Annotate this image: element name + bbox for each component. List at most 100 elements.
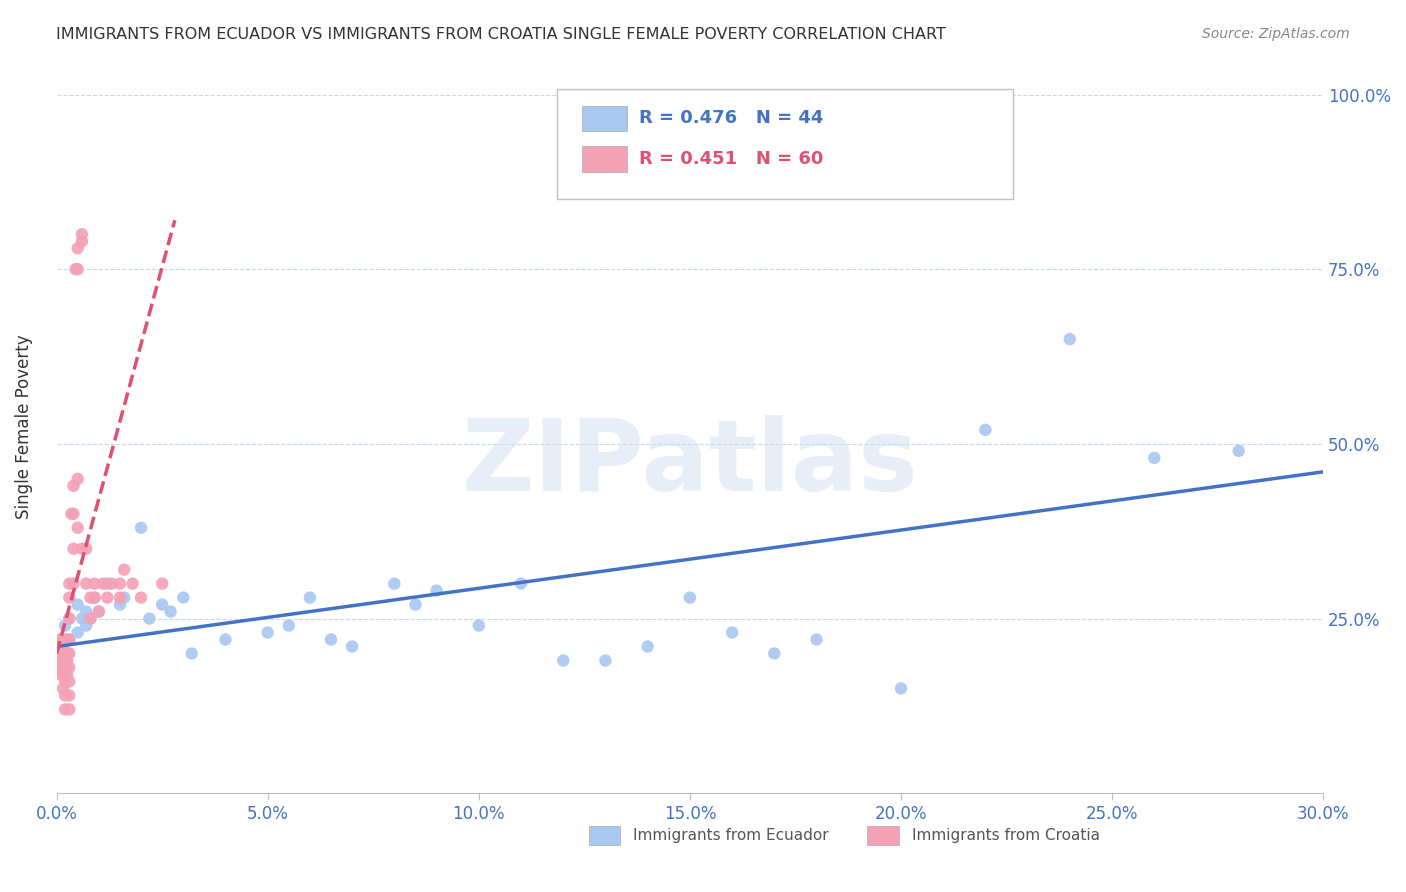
- Point: [58, 591, 80, 605]
- Y-axis label: Single Female Poverty: Single Female Poverty: [15, 334, 32, 519]
- Point: [53, 647, 76, 661]
- Point: [404, 598, 426, 612]
- Point: [806, 632, 828, 647]
- Point: [890, 681, 912, 696]
- Point: [79, 611, 101, 625]
- FancyBboxPatch shape: [582, 106, 627, 131]
- Point: [51, 660, 73, 674]
- FancyBboxPatch shape: [557, 89, 1012, 199]
- Point: [58, 611, 80, 625]
- Point: [53, 660, 76, 674]
- Text: Immigrants from Ecuador: Immigrants from Ecuador: [633, 829, 828, 843]
- Point: [48, 647, 70, 661]
- Text: R = 0.476   N = 44: R = 0.476 N = 44: [640, 110, 824, 128]
- Point: [79, 591, 101, 605]
- Point: [974, 423, 997, 437]
- Point: [58, 632, 80, 647]
- Point: [108, 576, 131, 591]
- Point: [150, 576, 173, 591]
- Point: [58, 611, 80, 625]
- Point: [382, 576, 405, 591]
- Point: [49, 667, 72, 681]
- Point: [70, 541, 93, 556]
- Point: [66, 521, 89, 535]
- Point: [468, 618, 491, 632]
- Text: R = 0.451   N = 60: R = 0.451 N = 60: [640, 150, 824, 168]
- Point: [721, 625, 744, 640]
- Point: [87, 605, 110, 619]
- Point: [58, 689, 80, 703]
- Point: [112, 591, 135, 605]
- Text: IMMIGRANTS FROM ECUADOR VS IMMIGRANTS FROM CROATIA SINGLE FEMALE POVERTY CORRELA: IMMIGRANTS FROM ECUADOR VS IMMIGRANTS FR…: [56, 27, 946, 42]
- Point: [62, 576, 84, 591]
- Point: [66, 598, 89, 612]
- Point: [1059, 332, 1081, 346]
- Point: [56, 667, 79, 681]
- Point: [52, 640, 75, 654]
- Point: [83, 576, 105, 591]
- Point: [65, 262, 87, 277]
- Point: [1227, 443, 1250, 458]
- Point: [49, 653, 72, 667]
- Point: [49, 632, 72, 647]
- Point: [56, 653, 79, 667]
- Point: [129, 521, 152, 535]
- Point: [70, 611, 93, 625]
- Point: [595, 653, 617, 667]
- Point: [96, 576, 118, 591]
- Point: [277, 618, 299, 632]
- FancyBboxPatch shape: [582, 146, 627, 172]
- Point: [100, 576, 122, 591]
- Point: [129, 591, 152, 605]
- Point: [70, 227, 93, 242]
- Point: [58, 632, 80, 647]
- Point: [51, 647, 73, 661]
- Point: [159, 605, 181, 619]
- Point: [510, 576, 533, 591]
- Point: [56, 647, 79, 661]
- Point: [79, 611, 101, 625]
- Point: [319, 632, 342, 647]
- Point: [58, 576, 80, 591]
- Point: [70, 234, 93, 248]
- Point: [83, 591, 105, 605]
- Point: [52, 681, 75, 696]
- Point: [172, 591, 194, 605]
- Point: [256, 625, 278, 640]
- Point: [121, 576, 143, 591]
- Point: [66, 241, 89, 255]
- Point: [340, 640, 363, 654]
- Point: [426, 583, 449, 598]
- Point: [66, 472, 89, 486]
- Point: [138, 611, 160, 625]
- Point: [75, 618, 97, 632]
- Point: [66, 262, 89, 277]
- Point: [75, 576, 97, 591]
- Point: [58, 660, 80, 674]
- Point: [91, 576, 114, 591]
- Point: [83, 591, 105, 605]
- Point: [48, 660, 70, 674]
- Point: [763, 647, 786, 661]
- Point: [62, 541, 84, 556]
- Point: [679, 591, 702, 605]
- Point: [214, 632, 236, 647]
- Point: [75, 605, 97, 619]
- Point: [60, 507, 83, 521]
- Point: [58, 674, 80, 689]
- Point: [112, 563, 135, 577]
- Point: [58, 702, 80, 716]
- Point: [62, 507, 84, 521]
- Point: [1143, 450, 1166, 465]
- Point: [637, 640, 659, 654]
- Point: [53, 689, 76, 703]
- Point: [53, 632, 76, 647]
- Point: [553, 653, 575, 667]
- Point: [96, 591, 118, 605]
- Point: [52, 667, 75, 681]
- Point: [75, 541, 97, 556]
- Bar: [868, 826, 898, 845]
- Point: [298, 591, 321, 605]
- Point: [66, 625, 89, 640]
- Point: [150, 598, 173, 612]
